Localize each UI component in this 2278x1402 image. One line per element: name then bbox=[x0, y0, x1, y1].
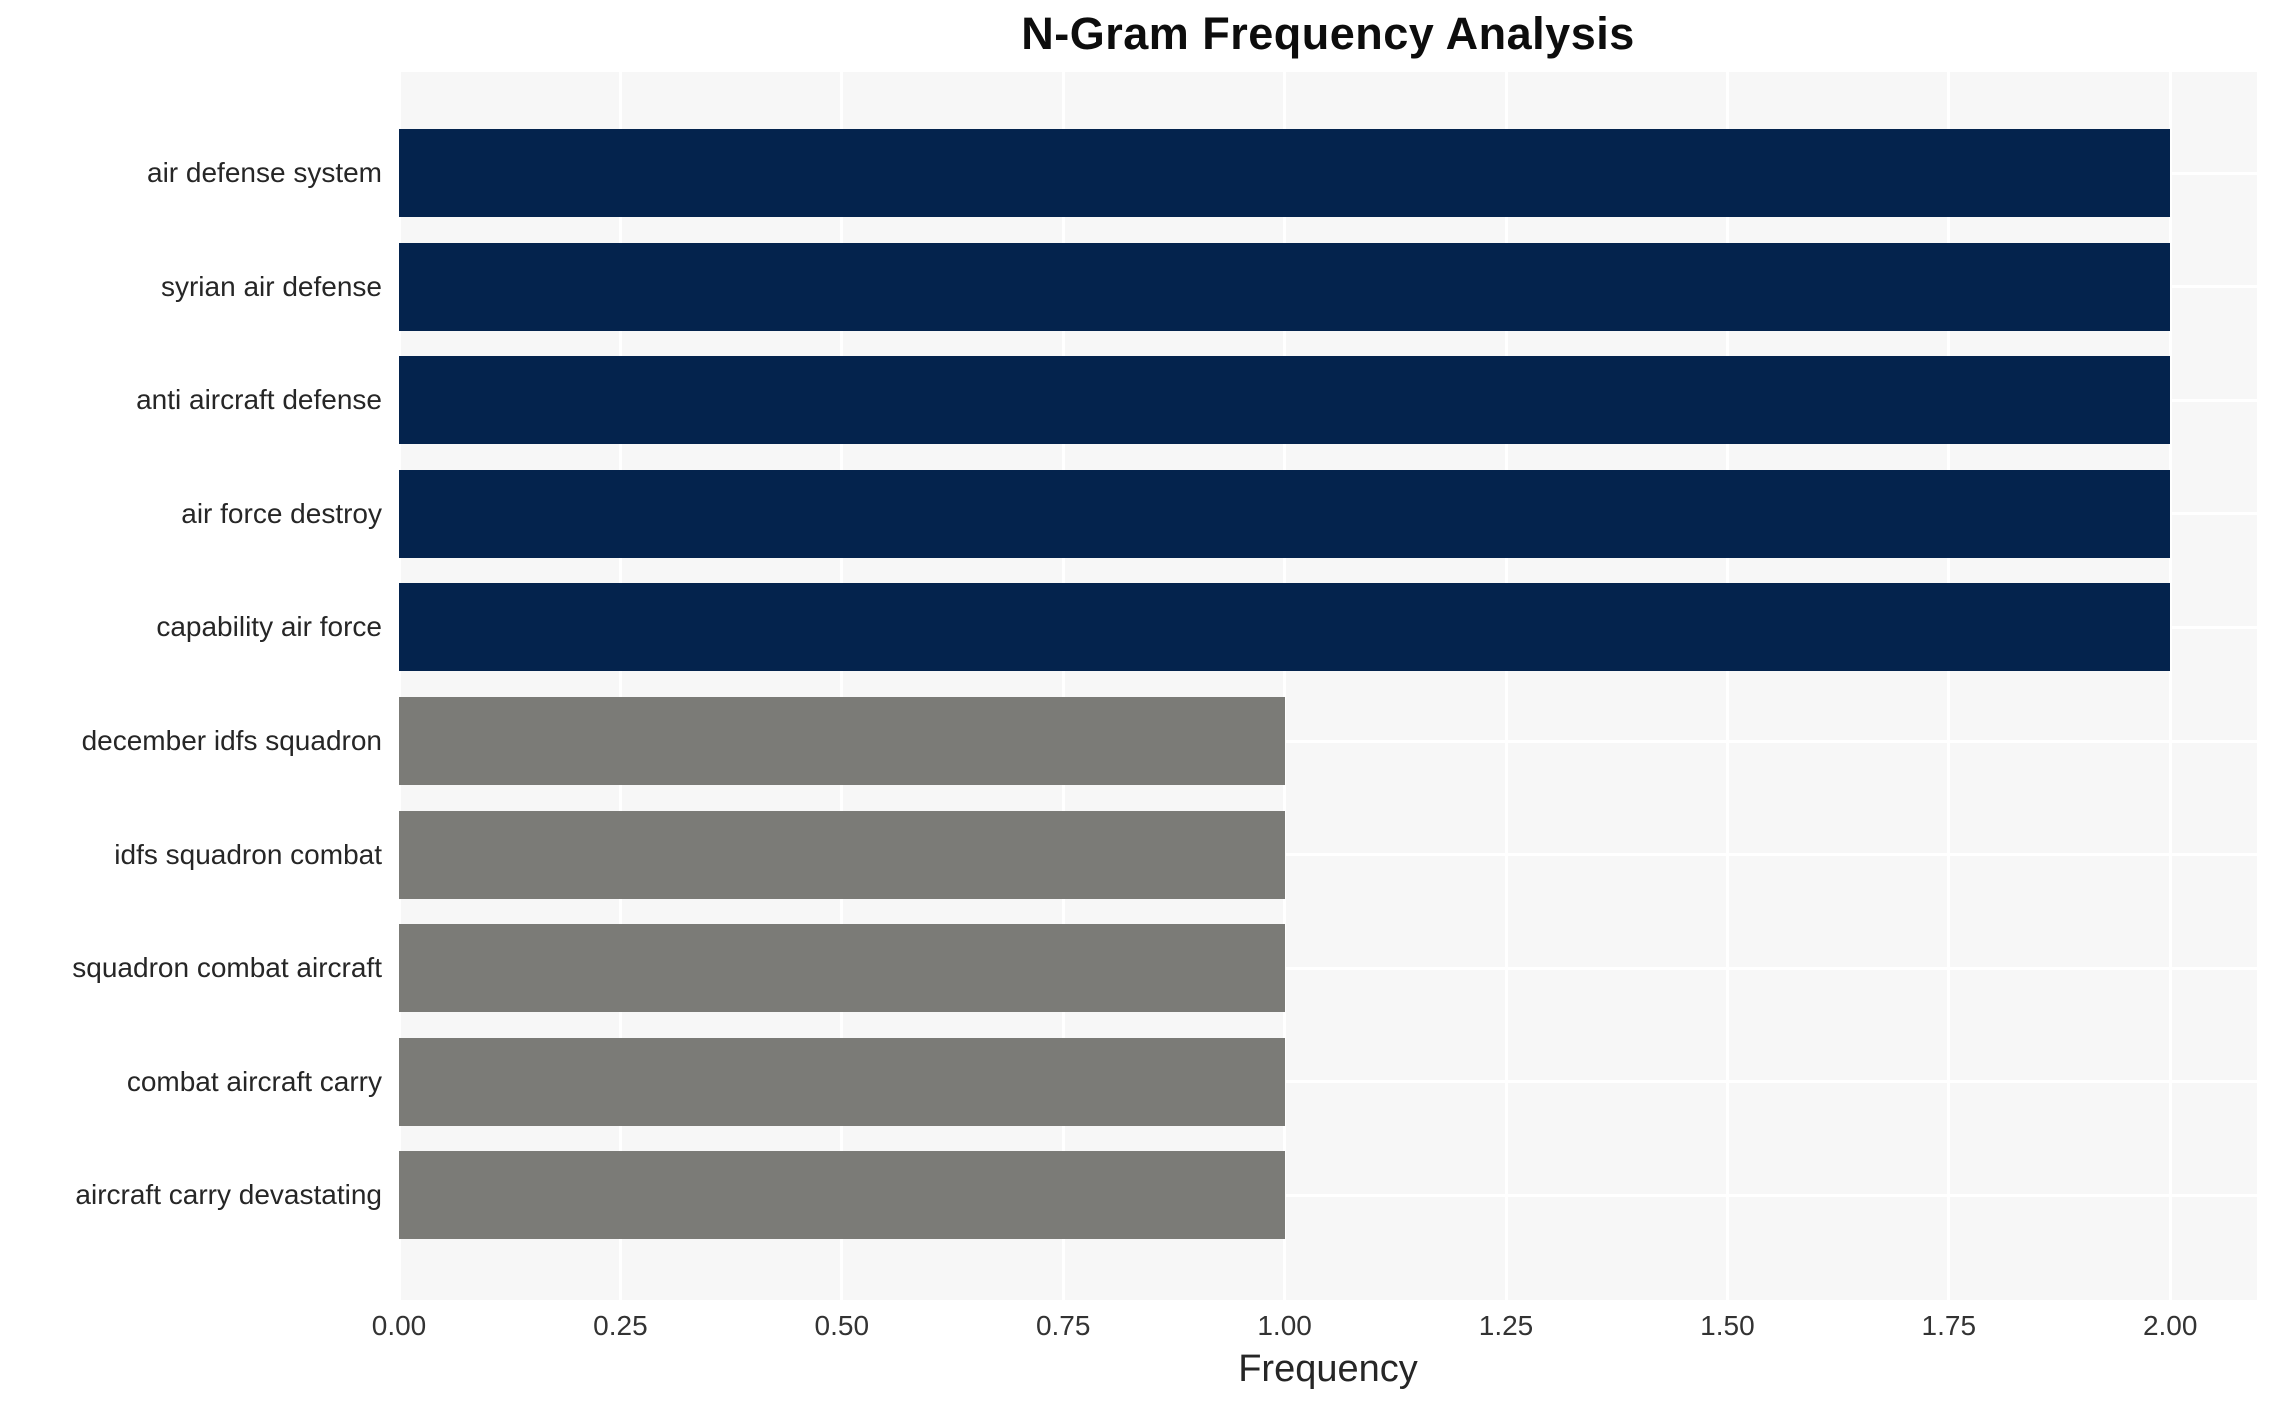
category-label: syrian air defense bbox=[160, 270, 382, 302]
category-label: aircraft carry devastating bbox=[75, 1179, 382, 1211]
gridline-horizontal bbox=[399, 853, 2257, 857]
x-tick-label: 1.25 bbox=[1478, 1310, 1534, 1341]
category-label: december idfs squadron bbox=[81, 725, 382, 756]
x-tick-label: 0.50 bbox=[814, 1310, 870, 1341]
gridline-vertical bbox=[2168, 72, 2172, 1300]
x-axis-title: Frequency bbox=[1238, 1348, 1418, 1390]
gridline-horizontal bbox=[399, 1080, 2257, 1084]
x-tick-label: 1.00 bbox=[1257, 1310, 1312, 1341]
x-axis-ticks: 0.00 0.25 0.50 0.75 1.00 1.25 1.50 1.75 2.00 bbox=[0, 1310, 2278, 1350]
bar bbox=[399, 810, 1285, 899]
bar bbox=[399, 583, 2171, 672]
bar bbox=[399, 129, 2171, 217]
x-tick-label: 1.75 bbox=[1921, 1310, 1977, 1341]
bar bbox=[399, 356, 2171, 445]
gridline-vertical bbox=[840, 72, 844, 1300]
x-tick-label: 0.75 bbox=[1035, 1310, 1091, 1341]
plot-area bbox=[399, 72, 2257, 1300]
bar bbox=[399, 469, 2171, 558]
gridline-vertical bbox=[618, 72, 622, 1300]
gridline-vertical bbox=[1947, 72, 1951, 1300]
bar bbox=[399, 924, 1285, 1013]
bar bbox=[399, 1151, 1285, 1240]
bar bbox=[399, 697, 1285, 785]
gridline-vertical bbox=[1504, 72, 1508, 1300]
gridline-vertical bbox=[1283, 72, 1287, 1300]
y-axis-labels: air defense system syrian air defense anti… bbox=[0, 72, 391, 1300]
chart-title: N-Gram Frequency Analysis bbox=[1021, 8, 1635, 59]
gridline-horizontal bbox=[399, 966, 2257, 970]
gridline-vertical bbox=[399, 72, 401, 1300]
category-label: capability air force bbox=[156, 611, 382, 643]
category-label: idfs squadron combat bbox=[114, 838, 382, 870]
category-label: combat aircraft carry bbox=[126, 1065, 382, 1097]
x-tick-label: 1.50 bbox=[1700, 1310, 1755, 1341]
category-label: anti aircraft defense bbox=[136, 384, 382, 416]
x-tick-label: 2.00 bbox=[2142, 1310, 2198, 1341]
bar bbox=[399, 242, 2171, 331]
category-label: squadron combat aircraft bbox=[72, 952, 382, 984]
bar bbox=[399, 1037, 1285, 1126]
category-label: air force destroy bbox=[181, 497, 382, 529]
gridline-vertical bbox=[1061, 72, 1065, 1300]
category-label: air defense system bbox=[147, 157, 382, 188]
gridline-horizontal bbox=[399, 1193, 2257, 1197]
x-tick-label: 0.25 bbox=[593, 1310, 648, 1341]
gridline-vertical bbox=[1725, 72, 1729, 1300]
x-tick-label: 0.00 bbox=[371, 1310, 427, 1341]
gridline-horizontal bbox=[399, 739, 2257, 743]
